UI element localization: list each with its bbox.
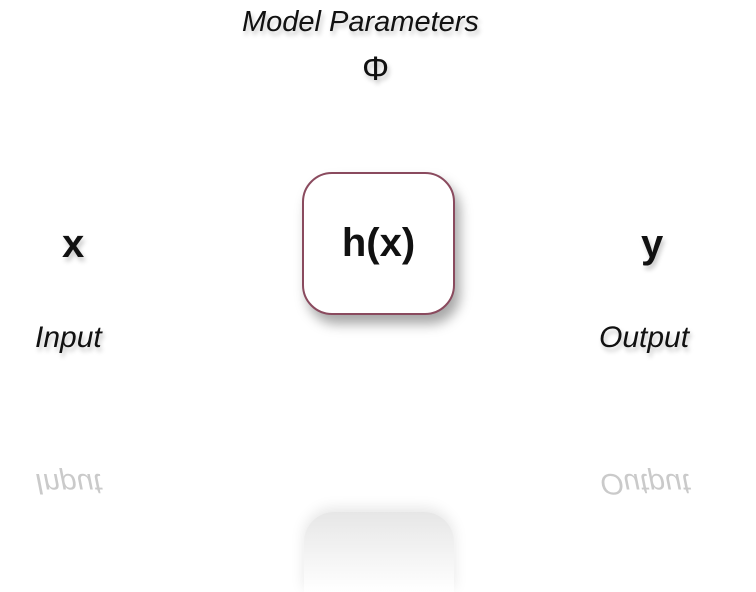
input-variable: x <box>62 222 85 266</box>
input-caption-reflection: Input <box>35 467 102 500</box>
output-caption-reflection: Output <box>600 467 691 500</box>
output-caption: Output <box>599 321 690 354</box>
function-box-reflection <box>304 512 454 592</box>
function-box: h(x) <box>302 172 455 315</box>
phi-symbol: Φ <box>362 50 390 88</box>
input-caption: Input <box>35 321 102 354</box>
model-parameters-label: Model Parameters <box>242 6 479 38</box>
output-variable: y <box>641 222 664 266</box>
function-label: h(x) <box>341 221 416 265</box>
